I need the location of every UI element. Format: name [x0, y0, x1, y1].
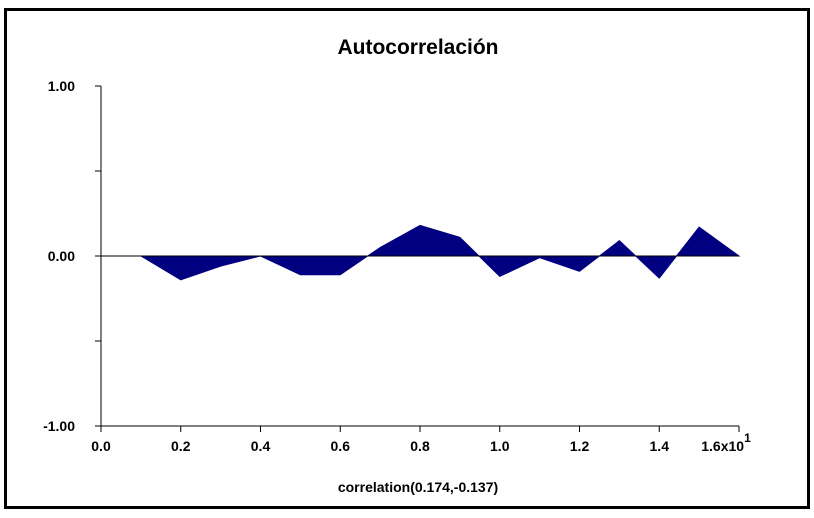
x-tick-label: 1.6x101 [701, 431, 751, 454]
x-tick-label: 0.8 [410, 438, 430, 454]
x-tick-label: 0.6 [331, 438, 351, 454]
frame [4, 8, 810, 509]
area [139, 224, 741, 281]
x-tick-label: 1.2 [570, 438, 590, 454]
x-tick-label: 1.0 [490, 438, 510, 454]
y-tick-label: -1.00 [43, 418, 75, 434]
x-tick-value: 1.2 [570, 438, 590, 454]
x-tick-label: 0.2 [171, 438, 191, 454]
x-tick-value: 0.6 [331, 438, 351, 454]
x-scale-label: x10 [721, 438, 745, 454]
x-tick-value: 1.6 [701, 438, 721, 454]
y-tick-label: 0.00 [48, 248, 75, 264]
x-scale-exponent: 1 [744, 431, 751, 445]
x-tick-value: 1.4 [650, 438, 670, 454]
x-tick-label: 1.4 [650, 438, 670, 454]
x-tick-label: 0.4 [251, 438, 271, 454]
x-tick-value: 0.4 [251, 438, 271, 454]
y-tick-label: 1.00 [48, 78, 75, 94]
x-tick-value: 1.0 [490, 438, 510, 454]
chart-title: Autocorrelación [337, 36, 498, 59]
x-tick-value: 0.8 [410, 438, 430, 454]
x-tick-label: 0.0 [91, 438, 111, 454]
x-axis-label: correlation(0.174,-0.137) [338, 479, 498, 495]
x-tick-value: 0.0 [91, 438, 111, 454]
x-tick-value: 0.2 [171, 438, 191, 454]
